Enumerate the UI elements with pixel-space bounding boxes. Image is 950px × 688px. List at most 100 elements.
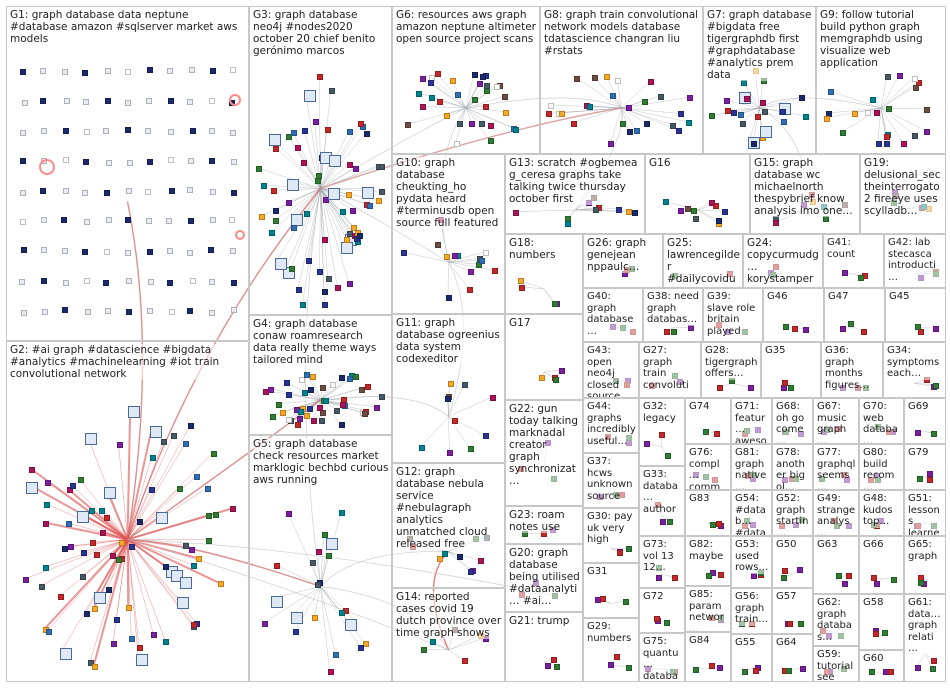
graph-node (43, 501, 50, 508)
graph-node (884, 141, 891, 147)
group-cell-g53: G53: used rows… (731, 536, 772, 588)
group-label-g68: G68: oh go come… (776, 401, 810, 443)
graph-edge (880, 107, 927, 132)
group-cell-g45: G45 (885, 288, 946, 342)
graph-node (623, 598, 630, 605)
group-cell-g21: G21: trump (505, 612, 583, 682)
graph-node (436, 556, 443, 563)
group-cell-g78: G78: another big ol… (772, 444, 813, 490)
graph-node-avatar (104, 487, 117, 500)
graph-edge (320, 188, 349, 283)
graph-node (802, 326, 809, 333)
group-cell-g73: G73: vol 13 12… (639, 536, 685, 588)
graph-node (269, 414, 276, 421)
graph-node (231, 159, 238, 166)
graph-node (82, 249, 89, 256)
graph-node (63, 97, 70, 104)
group-cell-g58: G58 (859, 594, 904, 650)
graph-node (933, 382, 939, 389)
graph-edge (127, 539, 180, 600)
graph-node (917, 328, 924, 335)
group-cell-g75: G75: quantu… databa… (639, 633, 685, 682)
graph-edge (448, 260, 482, 263)
graph-node (310, 373, 316, 380)
group-cell-g3: G3: graph database neo4j #nodes2020 octo… (249, 6, 392, 315)
graph-node (492, 268, 498, 275)
group-cell-g68: G68: oh go come… (772, 398, 813, 444)
graph-node (933, 325, 939, 332)
graph-node (20, 309, 27, 316)
graph-node (435, 241, 442, 248)
graph-node (786, 668, 793, 675)
group-cell-g56: G56: graph train… (731, 588, 772, 634)
graph-node (688, 325, 695, 332)
graph-node (89, 508, 96, 515)
graph-node (229, 247, 236, 254)
graph-node (125, 188, 132, 195)
group-label-g81: G81: graph native… (735, 447, 769, 489)
graph-node (619, 121, 626, 128)
graph-edge (305, 91, 321, 189)
graph-edge (264, 586, 321, 623)
group-cell-g66: G66 (859, 536, 904, 594)
group-cell-g82: G82: maybe (685, 536, 731, 586)
graph-edge (320, 399, 377, 408)
group-label-g42: G42: lab stecasca introducti… (888, 237, 943, 283)
graph-node (255, 165, 262, 172)
graph-node-avatar (76, 510, 89, 523)
graph-node (457, 121, 463, 128)
graph-node (19, 219, 26, 226)
graph-edge (431, 96, 467, 109)
graph-node (472, 96, 479, 103)
group-label-g36: G36: graph months figures… (825, 345, 880, 391)
group-label-g83: G83 (689, 493, 728, 505)
graph-node (723, 98, 730, 105)
graph-node (478, 121, 485, 127)
graph-node (91, 605, 98, 612)
graph-node (129, 636, 136, 642)
graph-node (730, 110, 737, 117)
graph-node (285, 392, 292, 399)
group-label-g32: G32: legacy (643, 401, 682, 424)
graph-node (559, 110, 565, 117)
graph-node (147, 158, 154, 165)
graph-node (743, 95, 750, 102)
graph-edge (448, 637, 486, 651)
graph-node (262, 620, 269, 627)
graph-node (865, 110, 872, 117)
graph-node (125, 278, 132, 285)
graph-node (545, 662, 552, 669)
graph-node (708, 662, 715, 669)
group-label-g48: G48: kudos top… (863, 493, 901, 528)
graph-node-avatar (326, 538, 339, 551)
graph-node (916, 79, 923, 86)
group-cell-g49: G49: strange analys… (813, 490, 859, 536)
graph-node (45, 628, 52, 635)
graph-node (307, 405, 314, 412)
graph-edge (127, 539, 132, 639)
graph-edge (406, 107, 467, 125)
graph-node (125, 249, 131, 256)
group-label-g47: G47 (828, 291, 882, 303)
graph-node (19, 278, 26, 285)
graph-edge (311, 375, 321, 401)
graph-node (104, 249, 111, 256)
group-label-g2: G2: #ai graph #datascience #bigdata #ana… (10, 344, 246, 380)
graph-node (40, 67, 47, 74)
graph-node (429, 638, 436, 645)
graph-edge (621, 107, 647, 124)
graph-node (209, 128, 216, 135)
graph-node (45, 480, 52, 487)
graph-node (84, 128, 91, 135)
graph-node (286, 134, 293, 141)
graph-node (472, 72, 479, 78)
group-label-g30: G30: pay uk very high (587, 511, 636, 546)
graph-node (93, 551, 100, 558)
graph-node (21, 99, 28, 106)
graph-node (105, 159, 112, 166)
graph-node (275, 401, 282, 408)
group-label-g63: G63 (817, 539, 856, 551)
graph-node (891, 576, 897, 583)
graph-node (230, 506, 237, 513)
graph-node (685, 119, 692, 126)
